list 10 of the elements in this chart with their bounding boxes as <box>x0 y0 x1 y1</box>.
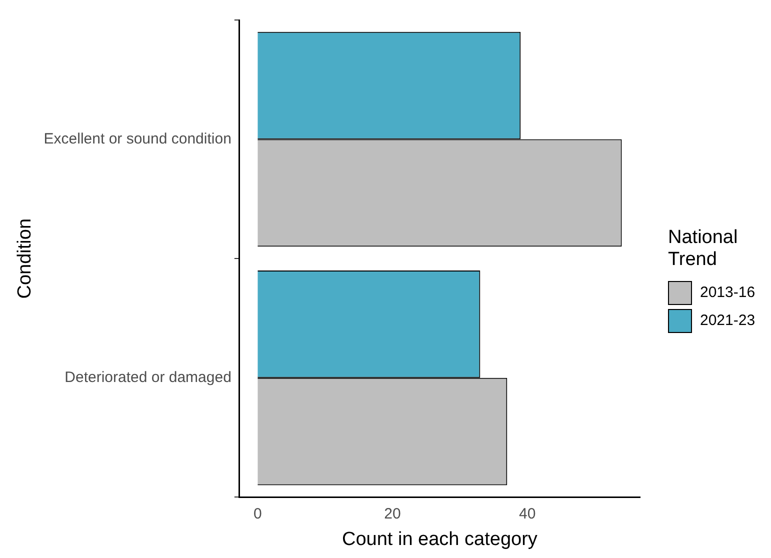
x-tick-label: 0 <box>253 505 262 522</box>
legend-label: 2021-23 <box>700 312 756 329</box>
x-tick-label: 20 <box>384 505 401 522</box>
y-axis-title: Condition <box>14 218 36 299</box>
x-tick-label: 40 <box>519 505 536 522</box>
legend-label: 2013-16 <box>700 284 756 301</box>
x-axis-title: Count in each category <box>342 528 538 550</box>
y-tick-label: Excellent or sound condition <box>44 130 232 148</box>
legend-title: National Trend <box>668 226 739 270</box>
y-tick-label: Deteriorated or damaged <box>64 369 232 386</box>
